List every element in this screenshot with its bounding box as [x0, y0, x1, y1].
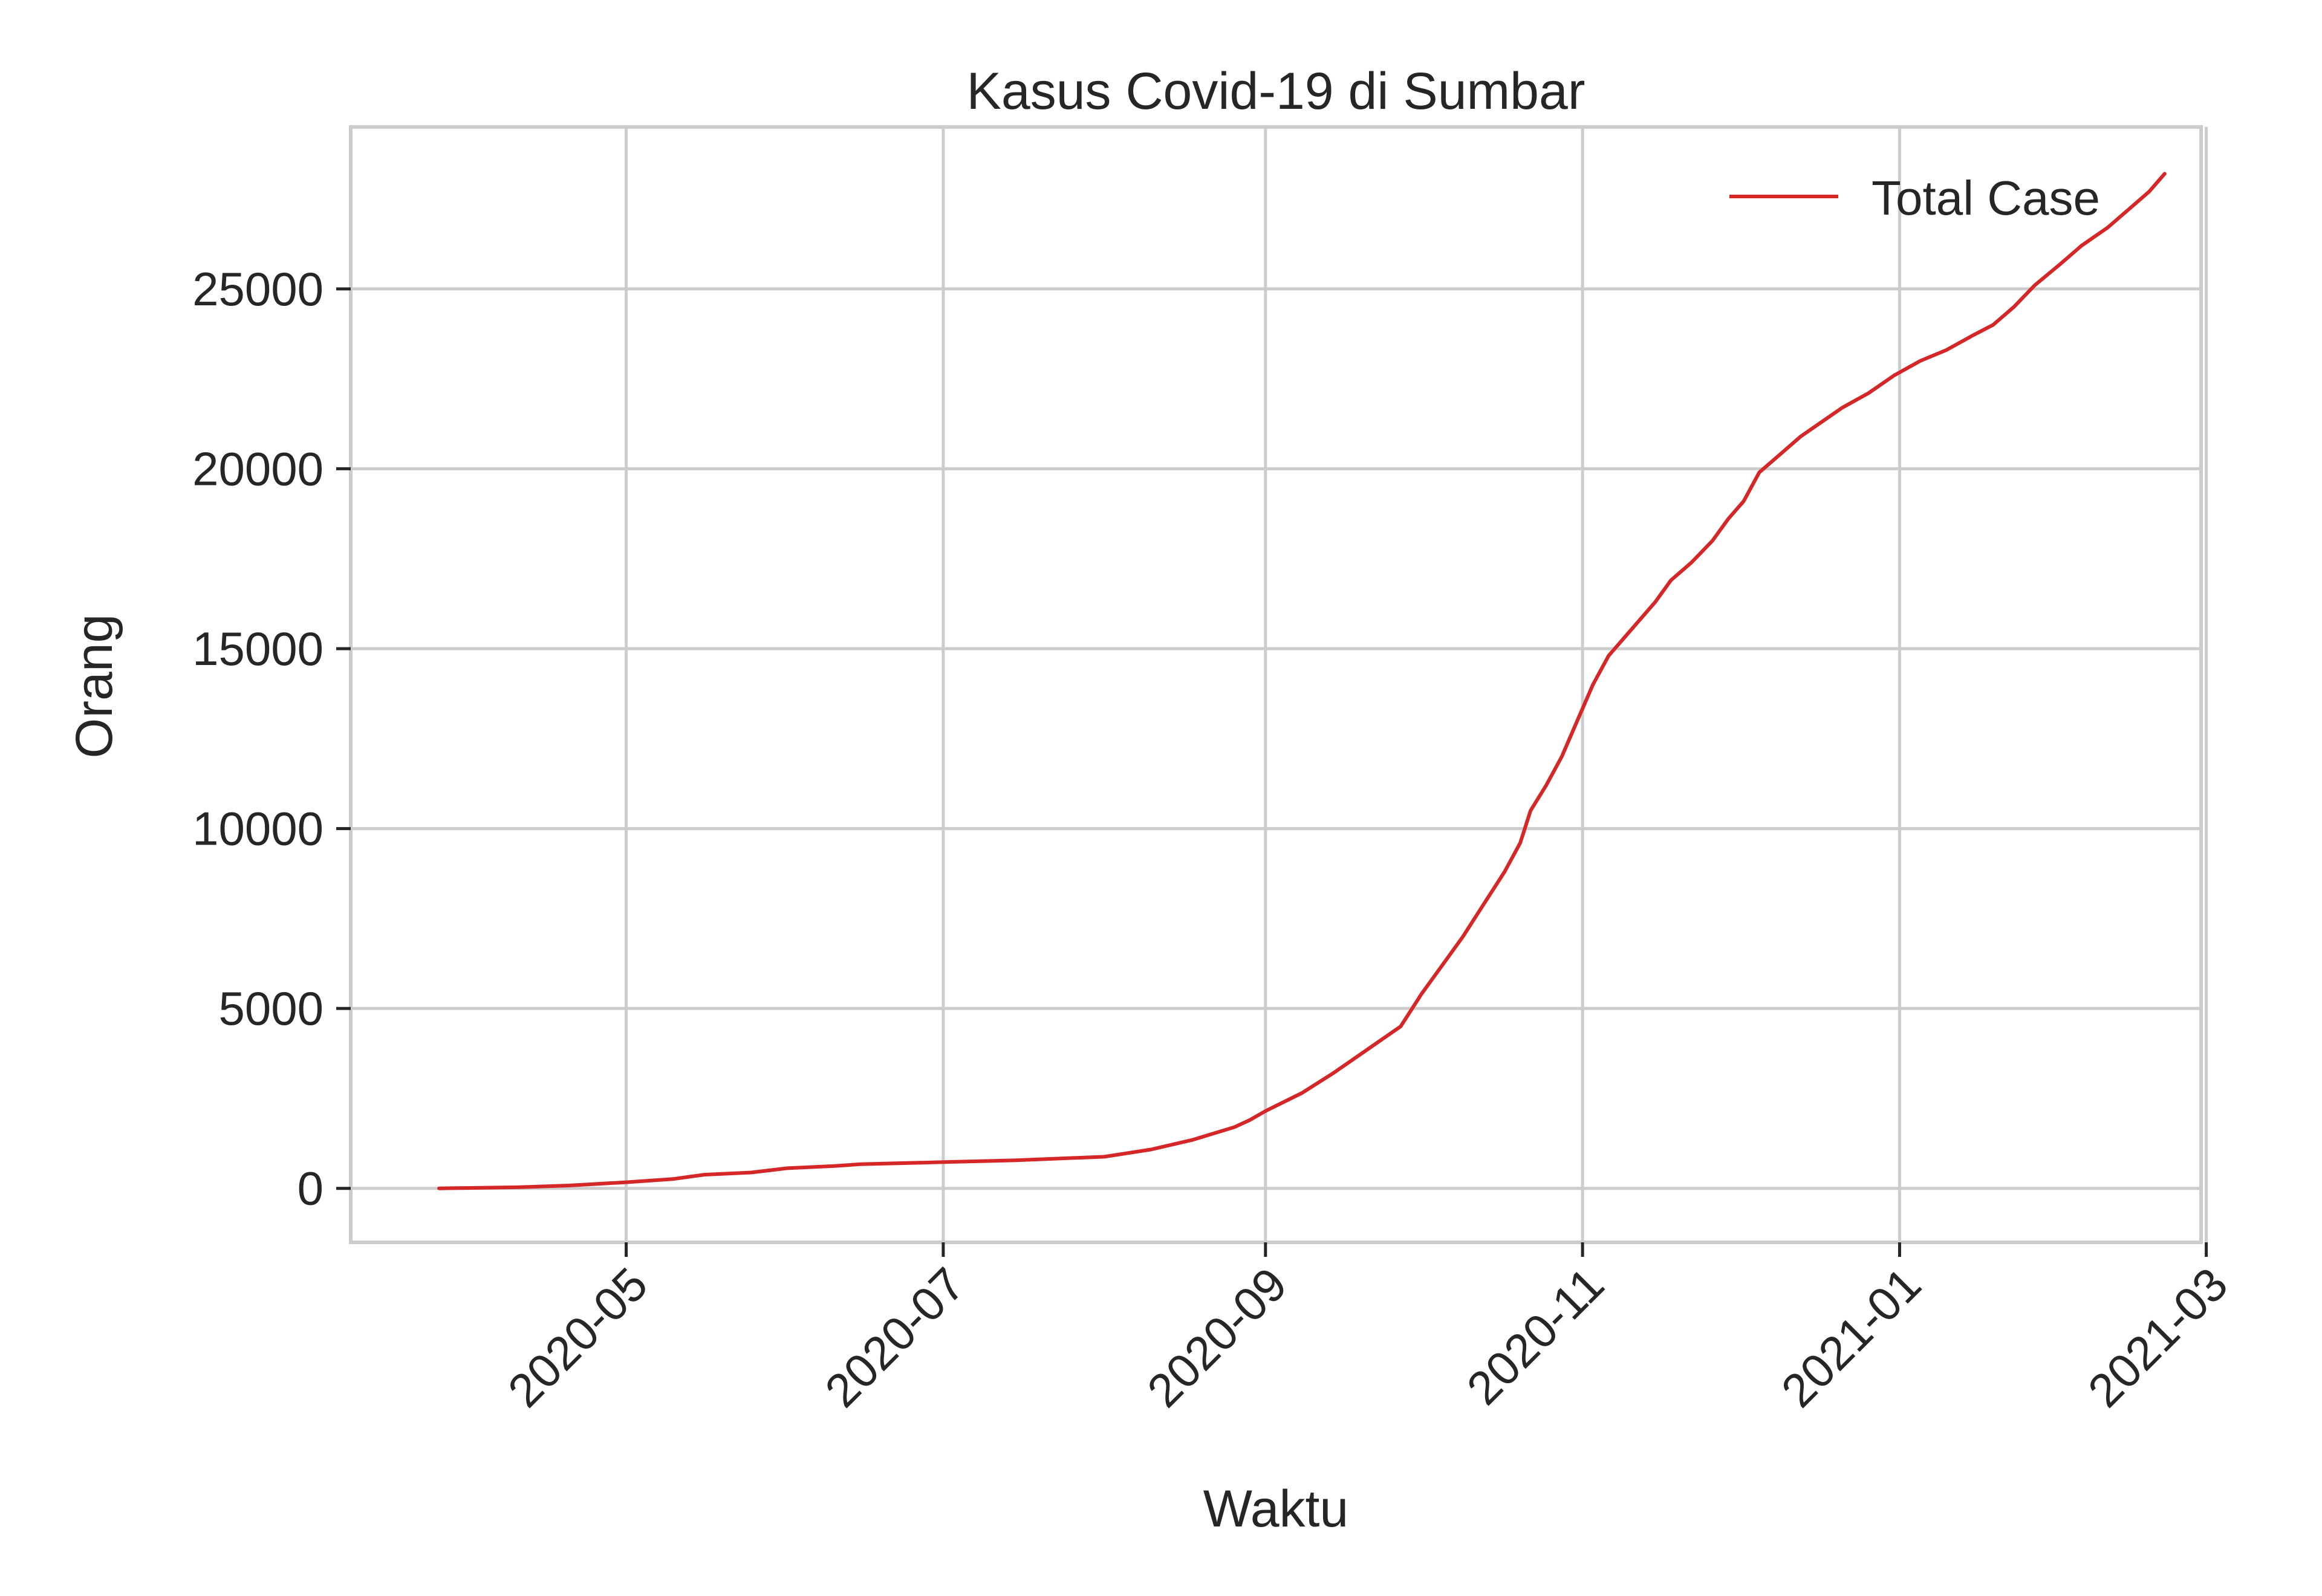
series-line-total-case: [437, 172, 2167, 1190]
y-tick-label: 20000: [192, 442, 324, 495]
x-tick-label: 2021-03: [2078, 1257, 2238, 1418]
legend: Total Case: [1729, 171, 2100, 225]
x-axis-ticks: 2020-05 2020-07 2020-09 2020-11 2021-01 2021-…: [498, 1242, 2238, 1417]
legend-label-total-case: Total Case: [1872, 171, 2100, 225]
grid: [351, 127, 2208, 1242]
y-tick-label: 5000: [218, 982, 324, 1035]
x-tick-label: 2020-05: [498, 1257, 658, 1418]
x-tick-label: 2020-07: [815, 1257, 975, 1418]
x-tick-label: 2020-09: [1137, 1257, 1297, 1418]
x-tick-label: 2021-01: [1771, 1257, 1931, 1418]
y-axis-ticks: 0 5000 10000 15000 20000 25000: [192, 262, 351, 1215]
chart-title: Kasus Covid-19 di Sumbar: [967, 62, 1585, 120]
x-axis-label: Waktu: [1203, 1480, 1349, 1538]
y-axis-label: Orang: [65, 614, 123, 758]
y-tick-label: 25000: [192, 262, 324, 316]
x-tick-label: 2020-11: [1457, 1257, 1615, 1415]
y-tick-label: 0: [298, 1162, 324, 1215]
plot-frame: [349, 125, 2203, 1244]
y-tick-label: 10000: [192, 802, 324, 855]
y-tick-label: 15000: [192, 622, 324, 675]
